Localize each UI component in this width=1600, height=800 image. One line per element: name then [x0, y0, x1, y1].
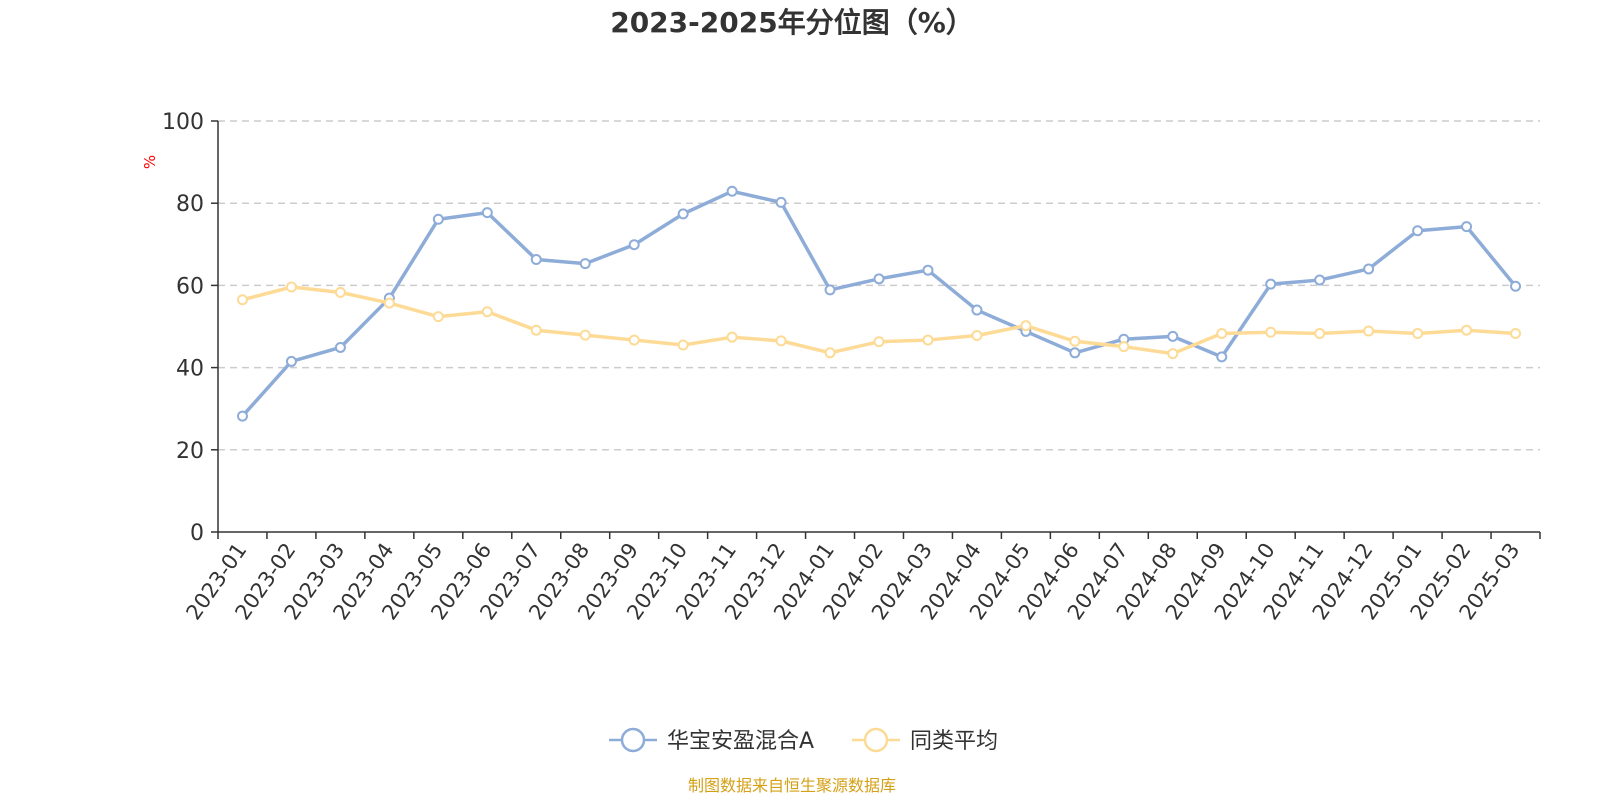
data-point[interactable] — [481, 306, 493, 318]
y-axis-ticks: 0 20 40 60 80 100 — [162, 110, 218, 546]
data-point[interactable] — [236, 294, 248, 306]
data-point[interactable] — [383, 297, 395, 309]
data-point[interactable] — [775, 335, 787, 347]
data-point[interactable] — [1069, 347, 1081, 359]
y-tick-label: 100 — [162, 110, 204, 135]
data-point[interactable] — [677, 339, 689, 351]
data-point[interactable] — [334, 341, 346, 353]
data-point[interactable] — [1510, 327, 1522, 339]
data-point[interactable] — [432, 311, 444, 323]
data-point[interactable] — [677, 208, 689, 220]
data-point[interactable] — [579, 258, 591, 270]
data-point[interactable] — [1314, 274, 1326, 286]
y-tick-label: 20 — [176, 439, 204, 464]
y-tick-label: 80 — [176, 192, 204, 217]
data-point[interactable] — [1020, 320, 1032, 332]
data-point[interactable] — [285, 355, 297, 367]
x-axis-ticks: 2023-012023-022023-032023-042023-052023-… — [182, 532, 1541, 624]
data-point[interactable] — [530, 254, 542, 266]
y-tick-label: 40 — [176, 357, 204, 382]
legend-marker — [863, 727, 889, 753]
data-point[interactable] — [873, 336, 885, 348]
axes — [217, 121, 1540, 533]
legend-label: 华宝安盈混合A — [667, 729, 814, 754]
legend-marker — [620, 727, 646, 753]
data-point[interactable] — [1216, 327, 1228, 339]
data-point[interactable] — [922, 264, 934, 276]
data-point[interactable] — [726, 331, 738, 343]
data-point[interactable] — [1167, 348, 1179, 360]
legend[interactable]: 华宝安盈混合A 同类平均 — [609, 727, 998, 754]
data-point[interactable] — [236, 410, 248, 422]
data-point[interactable] — [824, 347, 836, 359]
series-line — [241, 189, 1517, 418]
data-point[interactable] — [1461, 221, 1473, 233]
legend-item-2[interactable]: 同类平均 — [852, 727, 998, 754]
data-point[interactable] — [1167, 330, 1179, 342]
data-point[interactable] — [1412, 327, 1424, 339]
data-point[interactable] — [481, 207, 493, 219]
data-point[interactable] — [1118, 341, 1130, 353]
data-point[interactable] — [432, 213, 444, 225]
data-point[interactable] — [971, 330, 983, 342]
data-point[interactable] — [1314, 327, 1326, 339]
data-point[interactable] — [873, 273, 885, 285]
data-point[interactable] — [1265, 278, 1277, 290]
y-tick-label: 60 — [176, 274, 204, 299]
data-point[interactable] — [285, 281, 297, 293]
data-point[interactable] — [1069, 335, 1081, 347]
data-point[interactable] — [922, 334, 934, 346]
data-source-note: 制图数据来自恒生聚源数据库 — [688, 776, 896, 795]
data-point[interactable] — [334, 286, 346, 298]
series-1 — [236, 185, 1522, 422]
legend-label: 同类平均 — [910, 729, 998, 754]
grid-lines — [218, 120, 1540, 451]
data-point[interactable] — [530, 324, 542, 336]
data-point[interactable] — [579, 329, 591, 341]
data-point[interactable] — [628, 334, 640, 346]
data-point[interactable] — [824, 284, 836, 296]
y-axis-unit-label: % — [141, 155, 159, 169]
data-point[interactable] — [1412, 225, 1424, 237]
data-point[interactable] — [775, 196, 787, 208]
data-point[interactable] — [1363, 263, 1375, 275]
series-2 — [236, 281, 1522, 360]
data-point[interactable] — [628, 239, 640, 251]
data-point[interactable] — [726, 185, 738, 197]
data-point[interactable] — [971, 304, 983, 316]
data-point[interactable] — [1265, 326, 1277, 338]
data-point[interactable] — [1510, 280, 1522, 292]
data-point[interactable] — [1363, 325, 1375, 337]
chart-title: 2023-2025年分位图（%） — [610, 6, 974, 39]
data-point[interactable] — [1461, 324, 1473, 336]
data-point[interactable] — [1216, 351, 1228, 363]
series-group — [236, 185, 1522, 422]
legend-item-1[interactable]: 华宝安盈混合A — [609, 727, 814, 754]
y-tick-label: 0 — [190, 521, 204, 546]
